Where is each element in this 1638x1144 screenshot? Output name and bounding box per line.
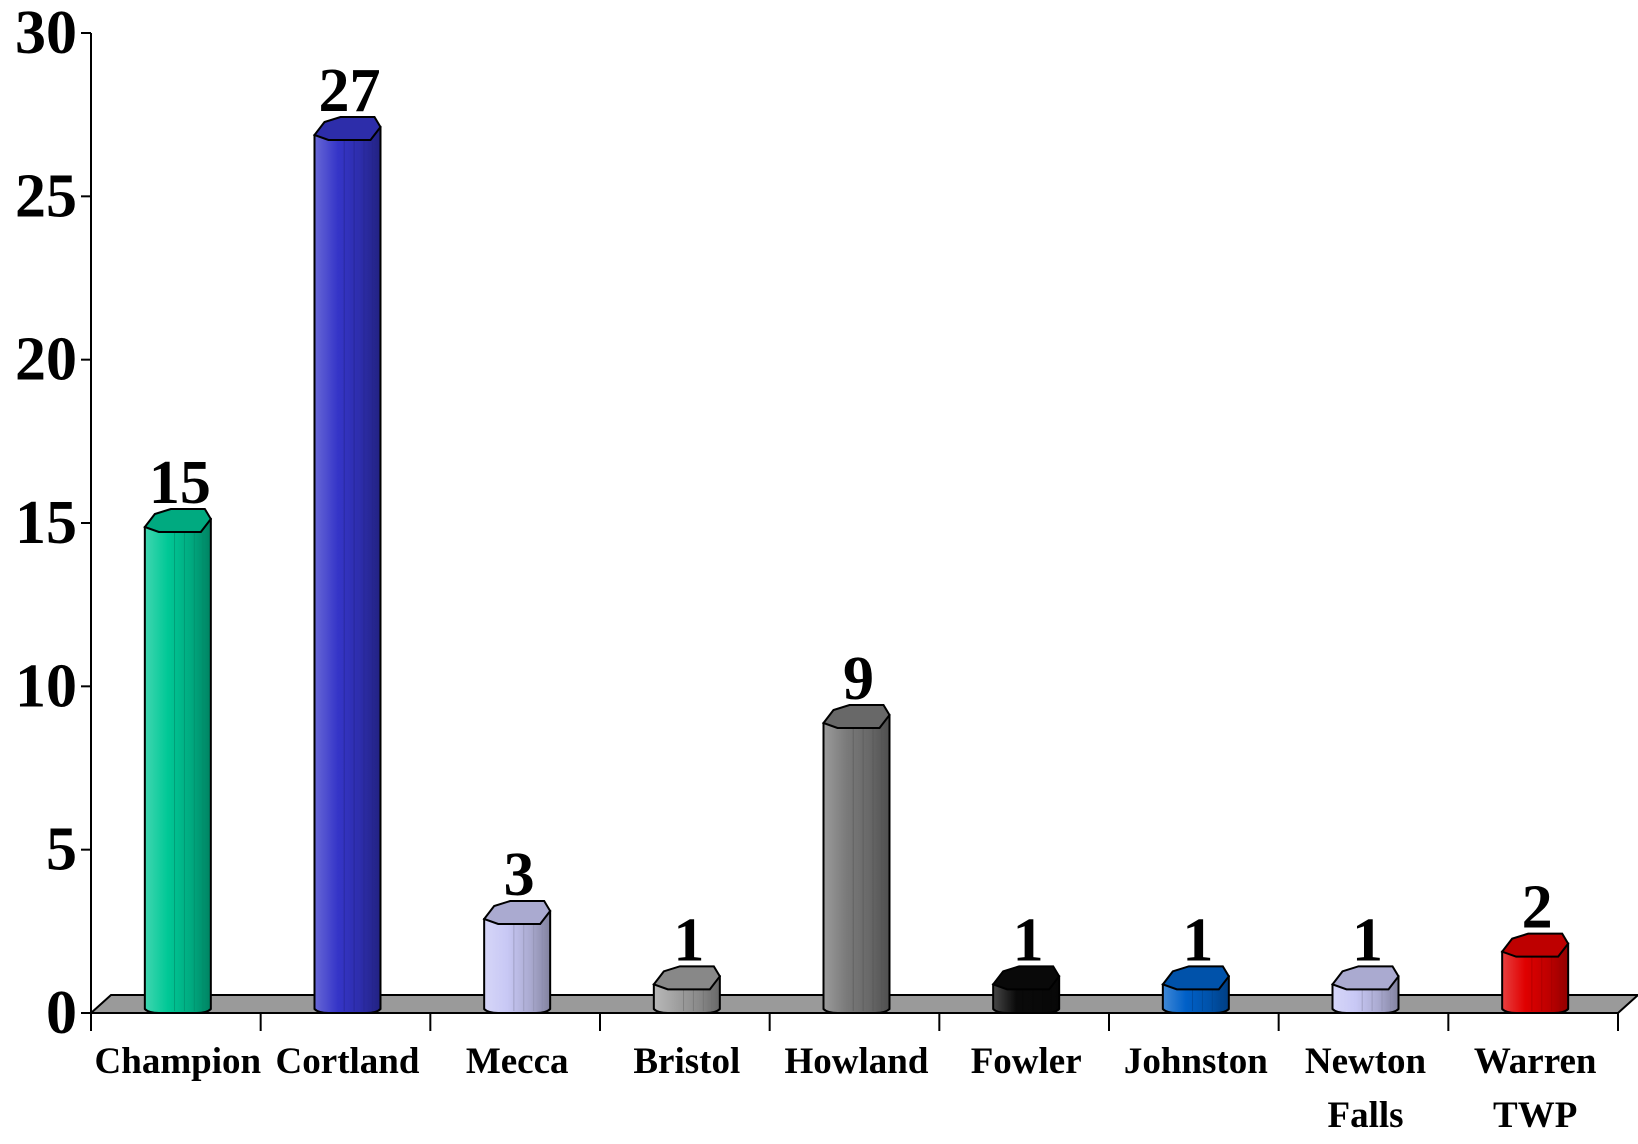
category-label: Champion <box>95 1041 262 1082</box>
bar-body <box>313 125 382 1014</box>
data-label: 2 <box>1522 874 1553 942</box>
bar-body <box>822 713 891 1014</box>
bar-body <box>483 909 552 1014</box>
bar-top <box>1330 965 1400 991</box>
data-label: 3 <box>504 841 535 909</box>
bar <box>143 508 213 1014</box>
category-label: Cortland <box>276 1041 420 1082</box>
bar <box>652 965 722 1014</box>
category-label: Johnston <box>1124 1041 1268 1082</box>
y-tick-label: 5 <box>46 816 77 884</box>
y-tick-label: 0 <box>46 979 77 1047</box>
bar <box>1161 965 1231 1014</box>
data-label: 9 <box>843 645 874 713</box>
bar-top <box>482 900 552 925</box>
category-label: Mecca <box>466 1041 569 1082</box>
category-label: Falls <box>1327 1095 1403 1136</box>
data-label: 27 <box>319 57 381 125</box>
category-label: TWP <box>1493 1095 1577 1136</box>
data-label: 1 <box>673 906 704 974</box>
bar <box>312 116 382 1014</box>
bar-top <box>143 508 213 533</box>
y-tick-label: 20 <box>15 326 77 394</box>
bar-top <box>652 965 722 991</box>
data-label: 1 <box>1352 906 1383 974</box>
data-label: 1 <box>1013 906 1044 974</box>
bar <box>821 704 891 1014</box>
category-label: Newton <box>1305 1041 1427 1082</box>
category-label: Fowler <box>971 1041 1082 1082</box>
bar-top <box>1500 932 1570 958</box>
bar-top <box>991 965 1061 991</box>
y-tick-label: 15 <box>15 489 77 557</box>
bar <box>1500 932 1570 1014</box>
bar-body <box>143 517 212 1014</box>
bar <box>1330 965 1400 1014</box>
y-tick-label: 10 <box>15 652 77 720</box>
category-label: Warren <box>1474 1041 1597 1082</box>
data-label: 1 <box>1182 906 1213 974</box>
bar-top <box>821 704 891 729</box>
y-tick-label: 25 <box>15 162 77 230</box>
bar <box>482 900 552 1014</box>
y-tick-label: 30 <box>15 0 77 67</box>
category-label: Howland <box>785 1041 929 1082</box>
bar-top <box>1161 965 1231 991</box>
bar-top <box>312 116 382 141</box>
bar <box>991 965 1061 1014</box>
data-label: 15 <box>149 449 211 517</box>
category-label: Bristol <box>633 1041 740 1082</box>
